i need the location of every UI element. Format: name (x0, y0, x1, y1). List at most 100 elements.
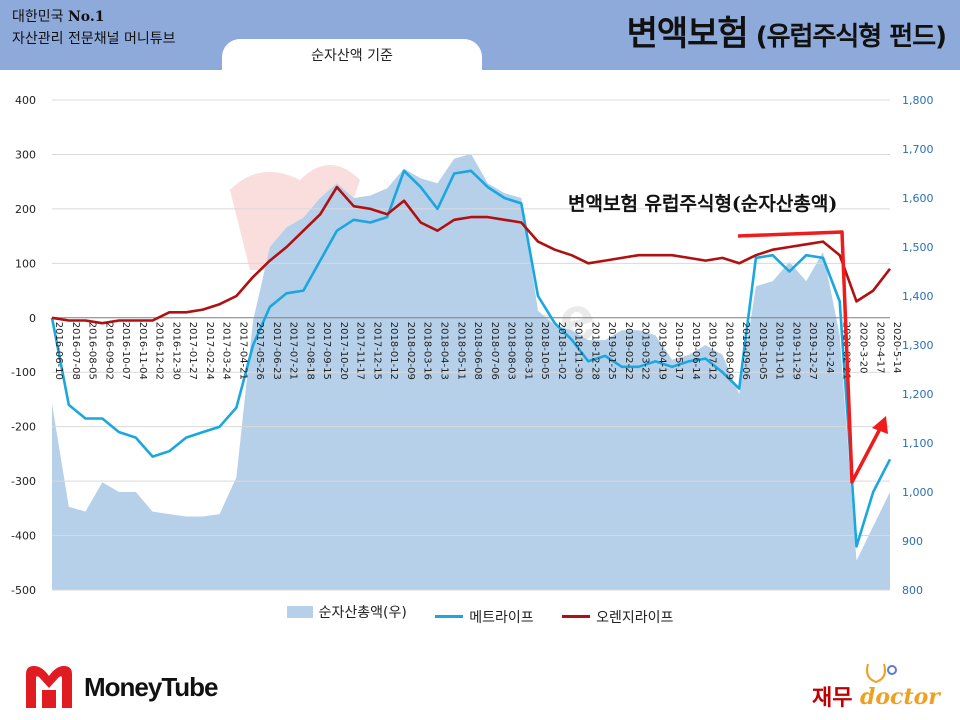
x-tick-label: 2016-09-02 (103, 322, 114, 380)
y-right-tick-label: 1,600 (902, 192, 934, 205)
line-series-layer (50, 169, 892, 548)
x-tick-label: 2017-10-20 (338, 322, 349, 380)
x-tick-label: 2016-12-30 (170, 322, 181, 380)
y-left-tick-label: -500 (11, 584, 36, 597)
x-tick-label: 2020-5-14 (891, 322, 902, 374)
y-right-tick-label: 1,500 (902, 241, 934, 254)
x-tick-label: 2018-01-12 (388, 322, 399, 380)
x-tick-label: 2016-07-08 (70, 322, 81, 380)
y-left-tick-label: 100 (15, 257, 36, 270)
doctor-text: doctor (860, 684, 940, 710)
x-tick-label: 2018-08-31 (522, 322, 533, 380)
x-tick-label: 2019-11-29 (790, 322, 801, 380)
x-tick-label: 2016-11-04 (137, 322, 148, 380)
x-tick-label: 2016-10-07 (120, 322, 131, 380)
legend-swatch-metlife (435, 615, 464, 618)
x-tick-label: 2017-07-21 (288, 322, 299, 380)
axis-layer: 400 300 200 100 0 -100 -200 -300 -400 -500 1,800 1,… (11, 94, 933, 597)
jaemu-text: 재무 (812, 686, 853, 711)
header-banner: 대한민국 No.1 자산관리 전문채널 머니튜브 변액보험 (유럽주식형 펀드) (0, 0, 960, 70)
line-series-orangelife (51, 185, 892, 325)
annotation-arrowhead (872, 416, 888, 434)
x-tick-label: 2017-08-18 (304, 322, 315, 380)
x-tick-label: 2020-1-24 (824, 322, 835, 374)
x-tick-label: 2019-06-14 (690, 322, 701, 380)
y-left-tick-label: 200 (15, 203, 36, 216)
x-tick-label: 2017-04-21 (237, 322, 248, 380)
y-right-tick-label: 1,000 (902, 486, 934, 499)
y-right-tick-label: 1,200 (902, 388, 934, 401)
x-tick-label: 2018-08-03 (506, 322, 517, 380)
y-right-tick-label: 800 (902, 584, 923, 597)
x-tick-label: 2017-12-15 (371, 322, 382, 380)
x-tick-label: 2018-10-05 (539, 322, 550, 380)
x-tick-label: 2019-01-25 (606, 322, 617, 380)
annotation-layer: 변액보험 유럽주식형(순자산총액) (568, 193, 888, 484)
x-tick-label: 2019-04-19 (656, 322, 667, 380)
annotation-arrow (737, 230, 884, 484)
x-tick-label: 2019-03-22 (640, 322, 651, 380)
x-tick-label: 2018-03-16 (422, 322, 433, 380)
x-tick-label: 2019-05-17 (673, 322, 684, 380)
x-tick-label: 2017-09-15 (321, 322, 332, 380)
basis-label: 순자산액 기준 (222, 39, 482, 75)
x-tick-label: 2018-02-09 (405, 322, 416, 380)
legend-swatch-area (286, 606, 313, 618)
legend-item-orangelife: 오렌지라이프 (562, 607, 673, 627)
y-right-tick-label: 1,100 (902, 437, 934, 450)
x-tick-label: 2017-01-27 (187, 322, 198, 380)
stethoscope-icon (866, 663, 897, 684)
x-tick-label: 2019-10-05 (757, 322, 768, 380)
chart-annotation: 변액보험 유럽주식형(순자산총액) (568, 193, 837, 215)
x-tick-label: 2018-06-08 (472, 322, 483, 380)
x-tick-label: 2017-05-26 (254, 322, 265, 380)
x-tick-label: 2020-3-20 (857, 322, 868, 374)
x-tick-label: 2016-12-02 (154, 322, 165, 380)
moneytube-logo-text: MoneyTube (84, 671, 219, 702)
x-tick-label: 2017-03-24 (221, 322, 232, 380)
jaemu-doctor-logo: 재무 doctor (812, 660, 942, 714)
y-left-tick-label: 300 (15, 148, 36, 161)
x-tick-label: 2017-02-24 (204, 322, 215, 380)
legend-swatch-orangelife (562, 615, 591, 618)
y-right-tick-label: 1,800 (902, 94, 934, 107)
y-left-tick-label: -200 (11, 421, 36, 434)
chart-legend: 순자산총액(우) 메트라이프 오렌지라이프 (0, 602, 960, 627)
x-tick-label: 2019-09-06 (740, 322, 751, 380)
y-right-tick-label: 1,700 (902, 143, 934, 156)
x-tick-label: 2019-08-09 (723, 322, 734, 380)
moneytube-m-icon (26, 666, 72, 708)
x-tick-label: 2019-11-01 (774, 322, 785, 380)
x-tick-label: 2019-12-27 (807, 322, 818, 380)
x-tick-label: 2018-04-13 (438, 322, 449, 380)
x-tick-label: 2019-07-12 (707, 322, 718, 380)
x-tick-label: 2017-11-17 (355, 322, 366, 380)
y-right-tick-label: 1,300 (902, 339, 934, 352)
x-tick-label: 2016-06-10 (53, 322, 64, 380)
x-tick-label: 2018-11-30 (573, 322, 584, 380)
y-right-tick-label: 1,400 (902, 290, 934, 303)
x-tick-label: 2018-11-02 (556, 322, 567, 380)
page-title: 변액보험 (유럽주식형 펀드) (626, 14, 947, 54)
x-tick-label: 2018-12-28 (589, 322, 600, 380)
y-right-tick-label: 900 (902, 535, 923, 548)
brand-line-2: 자산관리 전문채널 머니튜브 (12, 31, 176, 47)
x-tick-label: 2020-4-17 (874, 322, 885, 374)
x-tick-label: 2019-02-22 (623, 322, 634, 380)
legend-item-net-assets: 순자산총액(우) (286, 602, 407, 622)
legend-item-metlife: 메트라이프 (435, 607, 534, 627)
y-left-tick-label: -100 (11, 366, 36, 379)
x-tick-label: 2016-08-05 (87, 322, 98, 380)
y-left-tick-label: 400 (15, 94, 36, 107)
brand-line-1: 대한민국 No.1 (12, 9, 105, 25)
x-tick-label: 2018-05-11 (455, 322, 466, 380)
grid-layer (52, 99, 890, 591)
line-series-metlife (50, 169, 892, 548)
y-left-tick-label: -300 (11, 475, 36, 488)
y-left-tick-label: -400 (11, 530, 36, 543)
x-tick-label: 2017-06-23 (271, 322, 282, 380)
moneytube-logo: MoneyTube (22, 664, 219, 710)
line-chart: MoneyTube 4003002001000-100-200-300-400-… (11, 94, 933, 597)
y-left-tick-label: 0 (29, 312, 36, 325)
x-tick-label: 2018-07-06 (489, 322, 500, 380)
